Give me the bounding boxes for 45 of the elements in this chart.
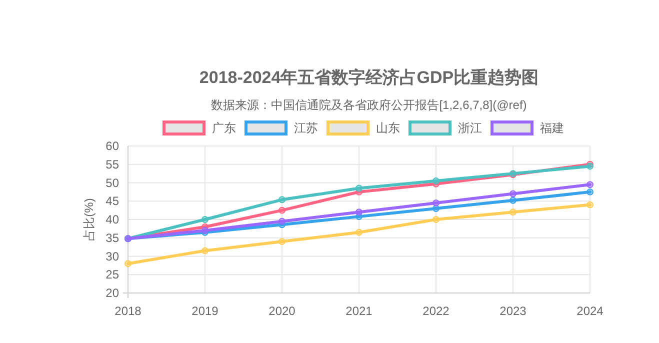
legend-label: 广东 — [212, 121, 236, 135]
x-tick-label: 2019 — [192, 304, 219, 318]
y-tick-label: 40 — [106, 212, 120, 226]
point — [202, 216, 208, 223]
point — [510, 190, 516, 198]
point — [278, 206, 286, 214]
point — [510, 208, 516, 216]
point — [432, 216, 440, 223]
legend-label: 山东 — [376, 121, 400, 135]
point — [510, 196, 516, 204]
y-tick-label: 45 — [106, 194, 120, 208]
y-tick-label: 60 — [106, 139, 120, 153]
legend-label: 浙江 — [458, 121, 482, 135]
point — [202, 247, 208, 254]
x-tick-label: 2022 — [422, 304, 450, 318]
x-tick-label: 2020 — [268, 304, 296, 318]
y-axis-title: 占比(%) — [82, 198, 96, 241]
y-tick-label: 50 — [106, 176, 120, 190]
point — [278, 196, 286, 204]
point — [124, 260, 132, 268]
point — [356, 208, 362, 216]
x-tick-label: 2023 — [500, 304, 527, 318]
x-tick-label: 2018 — [114, 304, 142, 318]
line-series — [124, 201, 594, 268]
legend-label: 江苏 — [294, 121, 318, 135]
point — [586, 181, 594, 188]
chart-title: 2018-2024年五省数字经济占GDP比重趋势图 — [199, 68, 539, 87]
x-tick-label: 2024 — [576, 304, 604, 318]
x-tick-label: 2021 — [346, 304, 373, 318]
point — [278, 218, 286, 225]
point — [278, 238, 286, 246]
y-tick-label: 30 — [106, 249, 120, 264]
y-tick-label: 25 — [106, 268, 120, 282]
chart-subtitle: 数据来源：中国信通院及各省政府公开报告[1,2,6,7,8](@ref) — [211, 98, 527, 112]
y-tick-label: 35 — [106, 230, 120, 245]
point — [356, 228, 362, 236]
point — [586, 188, 594, 196]
legend-label: 福建 — [540, 121, 564, 135]
point — [432, 199, 440, 206]
point — [356, 184, 362, 192]
y-tick-label: 20 — [106, 286, 120, 300]
point — [586, 201, 594, 208]
y-tick-label: 55 — [106, 157, 120, 172]
point — [432, 204, 440, 212]
point — [432, 177, 440, 184]
